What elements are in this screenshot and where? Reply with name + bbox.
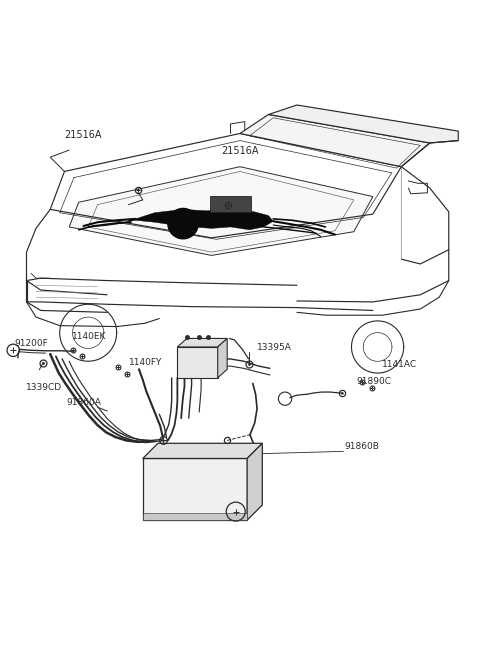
Polygon shape	[240, 115, 430, 167]
Bar	[143, 459, 247, 520]
Text: 91860B: 91860B	[344, 442, 379, 451]
FancyBboxPatch shape	[210, 196, 251, 213]
Bar	[178, 347, 218, 378]
Polygon shape	[126, 209, 273, 230]
Text: 21516A: 21516A	[64, 130, 102, 140]
Text: 21516A: 21516A	[221, 146, 259, 155]
Polygon shape	[178, 338, 227, 347]
Text: 13395A: 13395A	[257, 342, 291, 352]
Text: 1140EK: 1140EK	[72, 332, 106, 341]
Text: 1140FY: 1140FY	[129, 358, 162, 367]
Bar	[143, 513, 247, 520]
Polygon shape	[247, 443, 262, 520]
Polygon shape	[69, 167, 373, 255]
Polygon shape	[268, 105, 458, 143]
Circle shape	[168, 209, 198, 239]
Text: 91200F: 91200F	[14, 339, 48, 348]
Text: 91890C: 91890C	[356, 377, 391, 386]
Text: 1339CD: 1339CD	[25, 383, 61, 392]
Text: 1141AC: 1141AC	[383, 360, 418, 369]
Text: 91860A: 91860A	[67, 398, 102, 407]
Polygon shape	[143, 443, 262, 459]
Polygon shape	[218, 338, 227, 378]
